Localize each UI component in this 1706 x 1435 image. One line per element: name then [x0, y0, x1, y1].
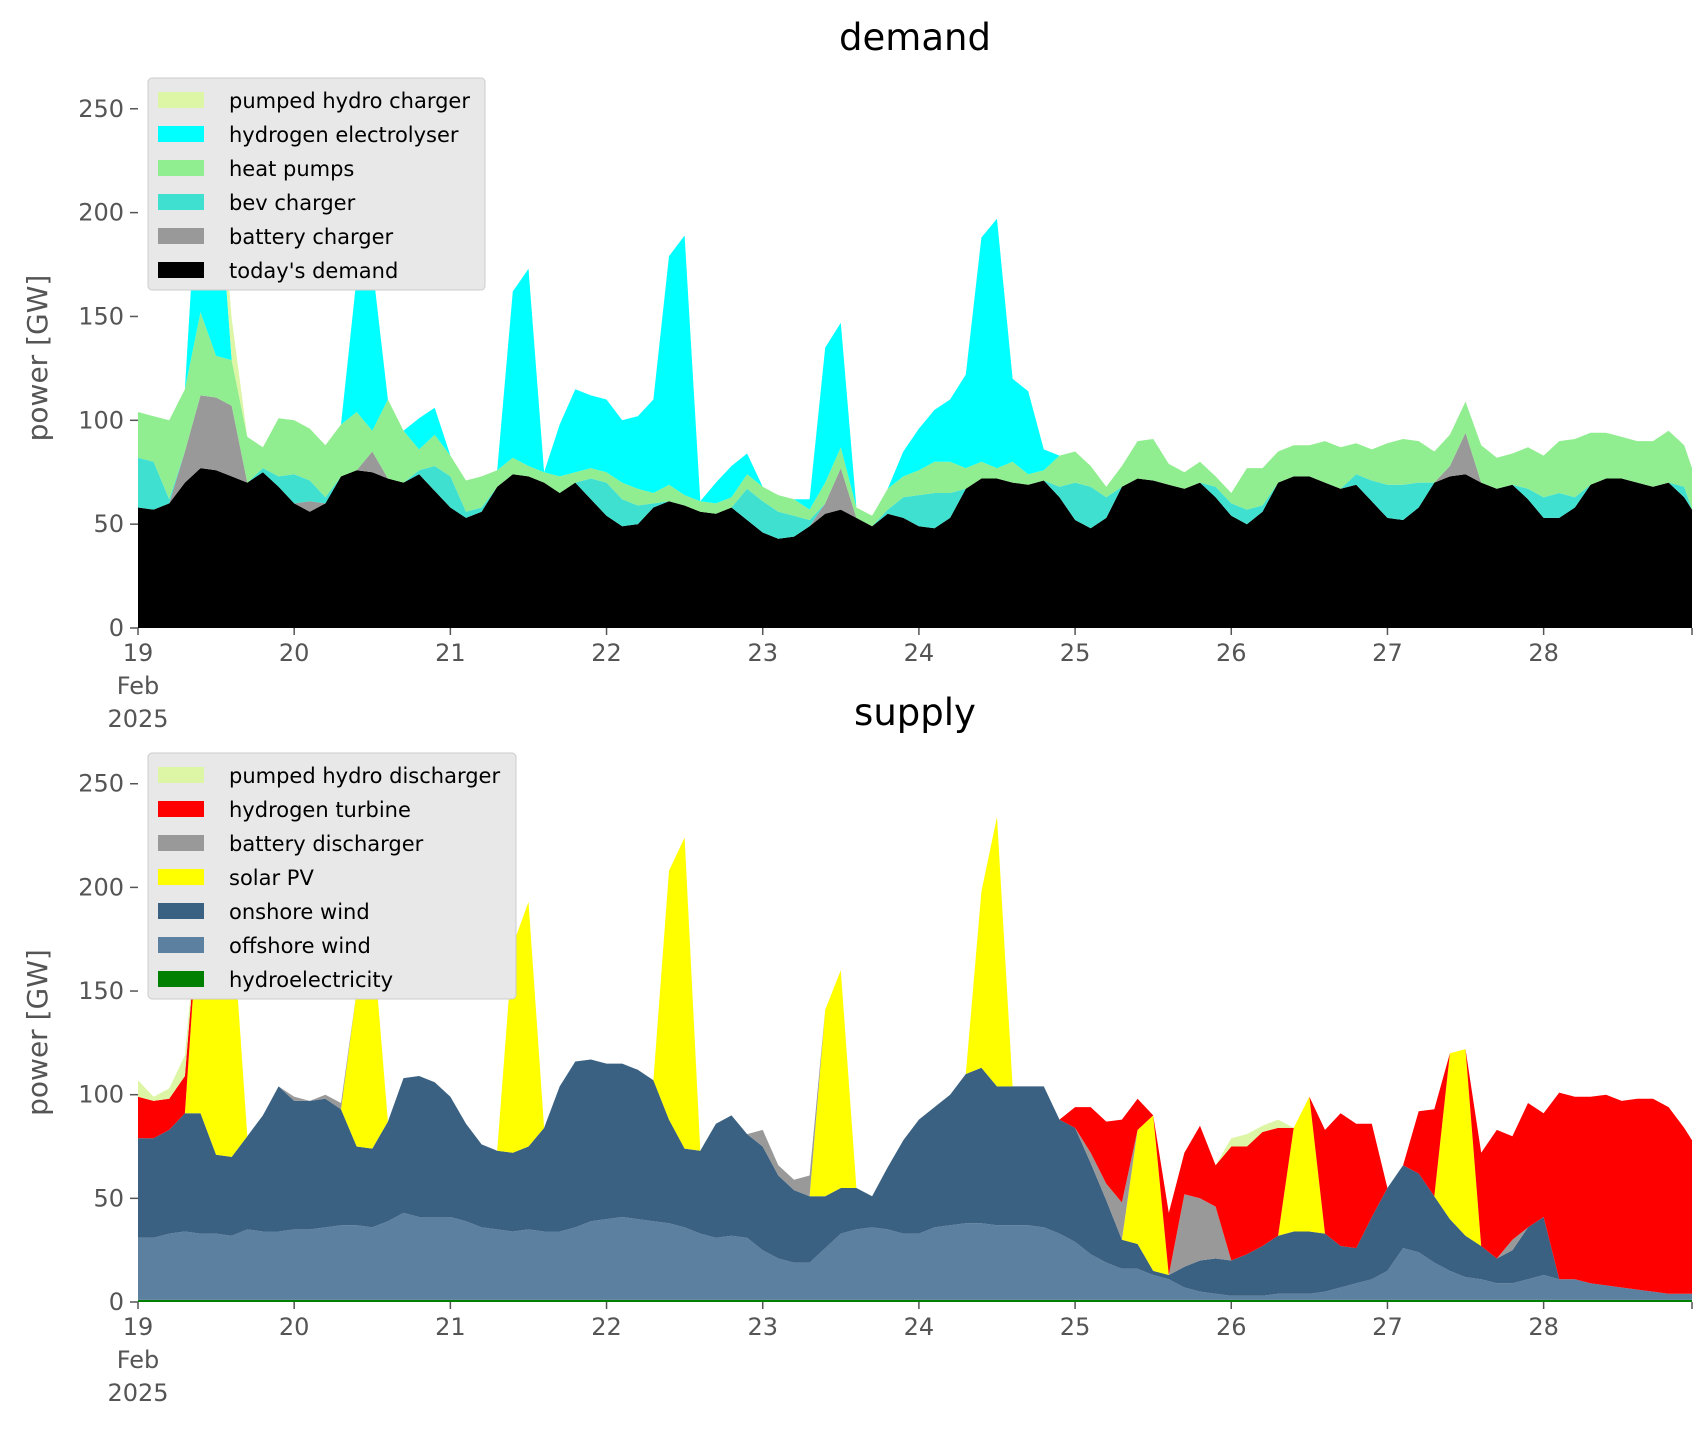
- x-tick-label: 28: [1528, 639, 1559, 667]
- legend-swatch-solar-pv: [158, 869, 204, 885]
- legend-box: [147, 77, 486, 291]
- area-bev-charger: [138, 395, 1692, 539]
- area-offshore-wind: [138, 1212, 1692, 1300]
- chart-title: supply: [854, 691, 976, 734]
- y-tick-label: 150: [78, 977, 124, 1005]
- y-tick-label: 200: [78, 199, 124, 227]
- legend-swatch-pumped-hydro-charger: [158, 92, 204, 108]
- legend-label-heat-pumps: heat pumps: [229, 157, 354, 181]
- legend-label-battery-charger: battery charger: [229, 225, 394, 249]
- legend-label-today-s-demand: today's demand: [229, 259, 398, 283]
- y-tick-label: 150: [78, 302, 124, 330]
- x-tick-label: 25: [1060, 1313, 1091, 1341]
- legend: pumped hydro discharger hydrogen turbine b…: [147, 752, 517, 1000]
- area-solar-pv: [138, 816, 1692, 1294]
- legend-box: [147, 752, 517, 1000]
- x-tick-label: 22: [591, 1313, 622, 1341]
- x-tick-label: 28: [1528, 1313, 1559, 1341]
- legend-label-solar-pv: solar PV: [229, 866, 314, 890]
- supply-panel: supply power [GW] 0 50 100 150 200 250 19 Feb 2025…: [21, 691, 1693, 1407]
- x-tick-label: 21: [435, 639, 466, 667]
- chart-title: demand: [839, 16, 991, 59]
- y-tick-label: 250: [78, 770, 124, 798]
- y-tick-label: 50: [93, 1184, 124, 1212]
- x-tick-label: 19 Feb 2025: [107, 639, 168, 733]
- legend-swatch-offshore-wind: [158, 937, 204, 953]
- x-tick-label: 25: [1060, 639, 1091, 667]
- x-tick-label: 22: [591, 639, 622, 667]
- stacked-areas: [138, 129, 1692, 628]
- legend-swatch-pumped-hydro-discharger: [158, 767, 204, 783]
- x-tick-label: 23: [747, 1313, 778, 1341]
- y-tick-label: 100: [78, 1081, 124, 1109]
- y-tick-label: 200: [78, 873, 124, 901]
- area-hydroelectricity: [138, 1299, 1692, 1302]
- legend-swatch-bev-charger: [158, 194, 204, 210]
- area-today-s-demand: [138, 468, 1692, 628]
- y-axis-label: power [GW]: [21, 949, 54, 1116]
- x-tick-label: 19 Feb 2025: [107, 1313, 168, 1407]
- y-axis-label: power [GW]: [21, 275, 54, 442]
- x-tick-label: 27: [1372, 639, 1403, 667]
- x-tick-label: 27: [1372, 1313, 1403, 1341]
- x-tick-label: 20: [279, 1313, 310, 1341]
- legend-swatch-hydrogen-electrolyser: [158, 126, 204, 142]
- y-tick-label: 0: [109, 1288, 124, 1316]
- legend-swatch-onshore-wind: [158, 903, 204, 919]
- y-tick-label: 100: [78, 406, 124, 434]
- legend: pumped hydro charger hydrogen electrolyse…: [147, 77, 486, 291]
- legend-swatch-hydrogen-turbine: [158, 801, 204, 817]
- legend-swatch-battery-charger: [158, 228, 204, 244]
- legend-label-bev-charger: bev charger: [229, 191, 356, 215]
- legend-swatch-battery-discharger: [158, 835, 204, 851]
- x-tick-label: 26: [1216, 639, 1247, 667]
- x-tick-label: 23: [747, 639, 778, 667]
- legend-label-hydrogen-electrolyser: hydrogen electrolyser: [229, 123, 459, 147]
- legend-label-offshore-wind: offshore wind: [229, 934, 371, 958]
- legend-label-pumped-hydro-discharger: pumped hydro discharger: [229, 764, 500, 788]
- legend-label-pumped-hydro-charger: pumped hydro charger: [229, 89, 470, 113]
- area-hydrogen-electrolyser: [138, 129, 1692, 516]
- y-tick-label: 250: [78, 95, 124, 123]
- area-heat-pumps: [138, 312, 1692, 527]
- legend-swatch-heat-pumps: [158, 160, 204, 176]
- legend-label-onshore-wind: onshore wind: [229, 900, 370, 924]
- legend-swatch-today-s-demand: [158, 262, 204, 278]
- x-tick-label: 24: [904, 1313, 935, 1341]
- area-onshore-wind: [138, 1059, 1692, 1296]
- x-tick-label: 26: [1216, 1313, 1247, 1341]
- legend-label-hydrogen-turbine: hydrogen turbine: [229, 798, 411, 822]
- x-tick-label: 21: [435, 1313, 466, 1341]
- legend-label-hydroelectricity: hydroelectricity: [229, 968, 393, 992]
- demand-panel: demand power [GW] 0 50 100 150 200 250 19 Feb 2025…: [21, 16, 1693, 733]
- legend-label-battery-discharger: battery discharger: [229, 832, 424, 856]
- y-tick-label: 50: [93, 510, 124, 538]
- stacked-areas: [138, 816, 1692, 1302]
- x-tick-label: 20: [279, 639, 310, 667]
- x-tick-label: 24: [904, 639, 935, 667]
- legend-swatch-hydroelectricity: [158, 971, 204, 987]
- y-tick-label: 0: [109, 614, 124, 642]
